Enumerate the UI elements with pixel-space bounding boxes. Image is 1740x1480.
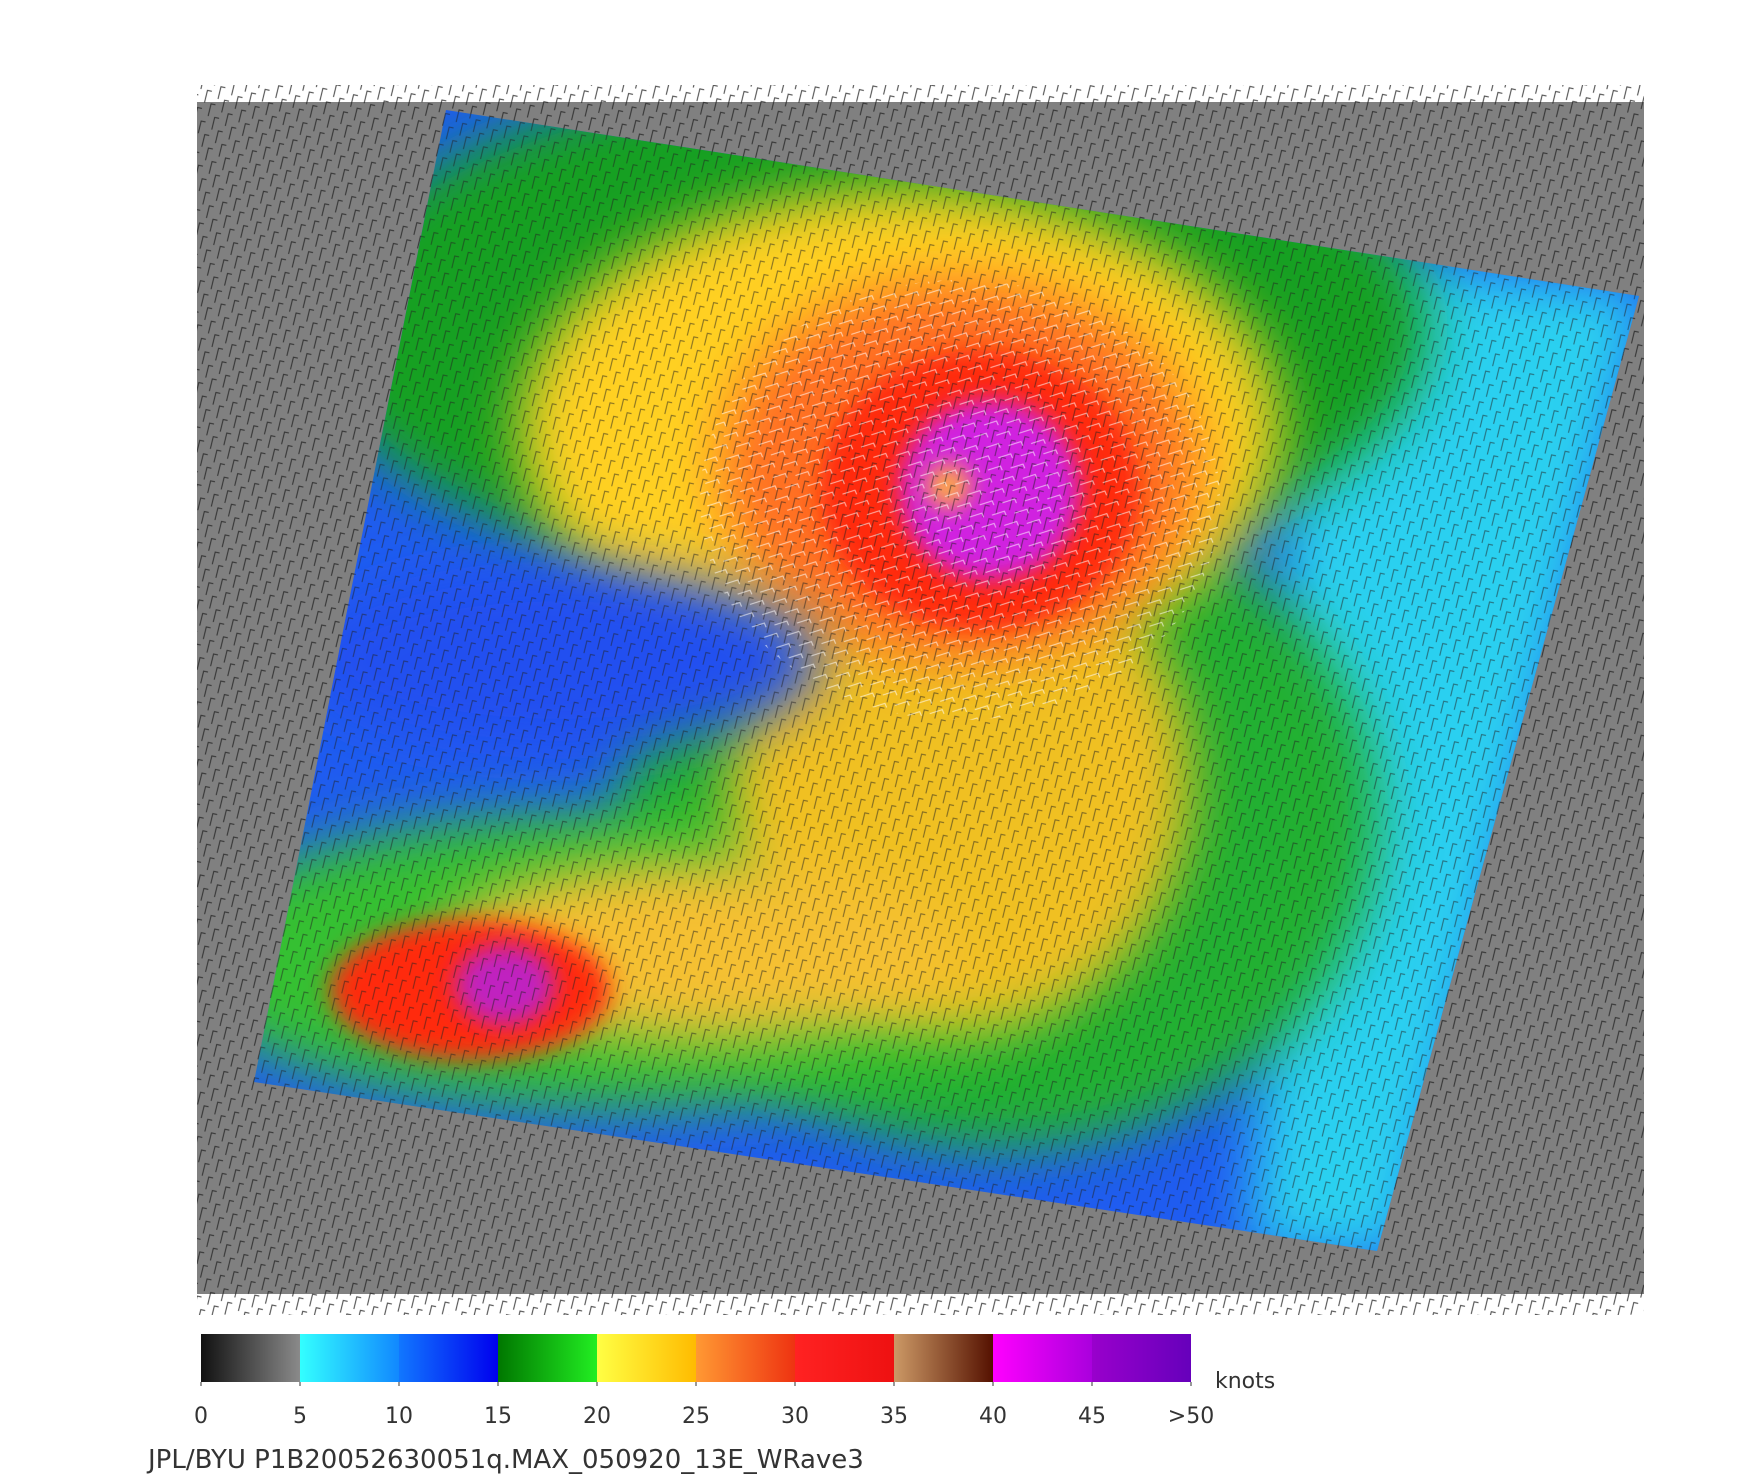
colorbar-tick-label: >50 <box>1168 1404 1214 1429</box>
colorbar-tick-label: 30 <box>781 1404 809 1429</box>
colorbar-tick-label: 0 <box>194 1404 208 1429</box>
colorbar-tick-label: 40 <box>979 1404 1007 1429</box>
colorbar-segment <box>300 1334 399 1382</box>
colorbar: 0 5 10 15 20 25 30 35 40 45 >50 <box>194 1334 1214 1429</box>
caption: JPL/BYU P1B20052630051q.MAX_050920_13E_W… <box>146 1445 864 1475</box>
colorbar-tick-label: 5 <box>293 1404 307 1429</box>
colorbar-tick-label: 35 <box>880 1404 908 1429</box>
colorbar-tick-label: 15 <box>484 1404 512 1429</box>
colorbar-tick-label: 25 <box>682 1404 710 1429</box>
colorbar-segment <box>894 1334 993 1382</box>
colorbar-segment <box>795 1334 894 1382</box>
colorbar-tick-label: 20 <box>583 1404 611 1429</box>
colorbar-segment <box>696 1334 795 1382</box>
colorbar-tick-label: 45 <box>1078 1404 1106 1429</box>
colorbar-segment <box>201 1334 300 1382</box>
colorbar-segment <box>993 1334 1092 1382</box>
colorbar-segment <box>1092 1334 1191 1382</box>
colorbar-segment <box>399 1334 498 1382</box>
colorbar-tick-label: 10 <box>385 1404 413 1429</box>
colorbar-segment <box>498 1334 597 1382</box>
colorbar-segment <box>597 1334 696 1382</box>
colorbar-unit: knots <box>1215 1369 1275 1394</box>
